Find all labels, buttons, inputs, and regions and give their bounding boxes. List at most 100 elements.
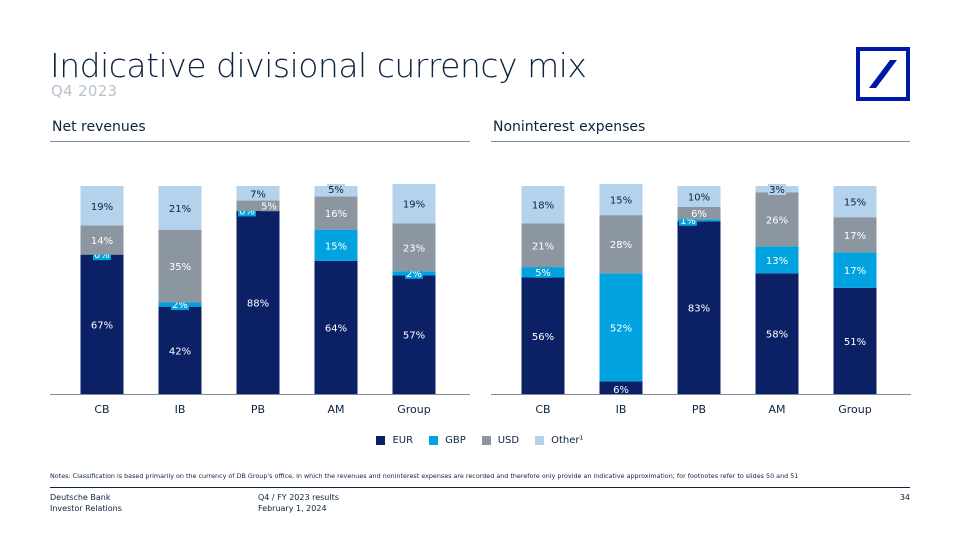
bar-eur-am [314,260,358,394]
page-number: 34 [899,493,910,502]
data-label: 51% [844,337,866,348]
data-label: 58% [766,330,788,341]
legend-item-other: Other¹ [535,435,584,446]
data-label: 7% [250,189,266,200]
category-label: Group [838,403,872,416]
category-label: CB [94,403,109,416]
legend-swatch [535,436,545,445]
bar-other-group [833,186,877,218]
data-label: 15% [844,198,866,209]
data-label: 10% [688,192,710,203]
bar-other-group [392,183,436,224]
bar-eur-group [833,287,877,394]
logo-slash-icon [869,60,897,88]
data-label: 18% [532,201,554,212]
data-label-box [171,299,189,311]
bar-other-pb [677,186,721,207]
data-label-box [768,184,786,195]
data-label: 0% [94,250,110,261]
data-label-box [679,214,697,226]
category-label: PB [251,403,265,416]
data-label: 13% [766,256,788,267]
legend-item-usd: USD [481,435,520,446]
bar-usd-group [833,217,877,253]
bar-usd-am [314,196,358,230]
data-label: 21% [532,241,554,252]
chart-title-noninterest-expenses: Noninterest expenses [493,119,646,135]
category-label: Group [397,403,431,416]
bar-eur-am [755,273,799,394]
data-label: 1% [680,216,696,227]
deutsche-bank-logo [856,47,910,101]
bar-usd-ib [158,229,202,303]
data-label: 2% [172,300,188,311]
bar-other-pb [236,186,280,201]
bar-eur-pb [236,210,280,394]
data-label: 26% [766,215,788,226]
footer-report-name: Q4 / FY 2023 results [258,493,339,502]
legend-swatch [481,436,491,445]
category-label: PB [692,403,706,416]
data-label: 56% [532,332,554,343]
data-label: 6% [691,209,707,220]
data-label: 19% [403,200,425,211]
legend-label: USD [497,435,520,446]
footnote: Notes: Classification is based primarily… [50,472,799,480]
bar-usd-cb [80,225,124,255]
bar-eur-cb [521,277,565,394]
data-label-box [93,249,111,261]
data-label: 17% [844,231,866,242]
data-label: 15% [325,241,347,252]
bar-gbp-am [755,246,799,274]
category-label: IB [175,403,186,416]
footer-report-date: February 1, 2024 [258,504,327,513]
bar-gbp-pb [677,219,721,222]
legend-swatch [429,436,439,445]
data-label: 14% [91,236,113,247]
data-label: 23% [403,243,425,254]
data-label: 5% [328,185,344,196]
bar-usd-pb [677,206,721,220]
bar-other-cb [521,186,565,224]
data-label: 83% [688,304,710,315]
bar-other-ib [599,183,643,216]
footer-rule [50,487,910,488]
chart-title-rule [50,141,470,142]
bar-gbp-am [314,229,358,261]
data-label: 19% [91,202,113,213]
bar-usd-cb [521,223,565,268]
data-label: 2% [406,269,422,280]
bar-usd-ib [599,215,643,274]
footer-report: Q4 / FY 2023 results February 1, 2024 [258,492,339,514]
data-label: 5% [535,268,551,279]
data-label: 35% [169,262,191,273]
chart-title-net-revenues: Net revenues [52,119,146,135]
bar-other-ib [158,186,202,230]
category-label: CB [535,403,550,416]
data-label: 5% [261,201,277,212]
bar-usd-group [392,223,436,272]
data-label: 42% [169,346,191,357]
data-label: 6% [613,385,629,396]
category-label: AM [327,403,344,416]
data-label: 0% [239,206,255,217]
data-label: 67% [91,320,113,331]
legend-label: Other¹ [551,435,584,446]
legend-label: EUR [392,435,414,446]
noninterest-expenses-chart: 56%5%21%18%CB6%52%28%15%IB83%1%6%10%PB58… [491,183,911,416]
page-title: Indicative divisional currency mix [50,46,587,85]
bar-eur-cb [80,254,124,394]
category-label: IB [616,403,627,416]
data-label: 15% [610,196,632,207]
data-label: 64% [325,323,347,334]
data-label: 88% [247,298,269,309]
page-subtitle: Q4 2023 [51,82,118,100]
footer-department: Investor Relations [50,504,122,513]
bar-gbp-group [833,252,877,288]
bar-other-cb [80,186,124,226]
legend-label: GBP [445,435,466,446]
data-label: 16% [325,209,347,220]
footer-company: Deutsche Bank Investor Relations [50,492,122,514]
data-label-box [260,200,278,212]
